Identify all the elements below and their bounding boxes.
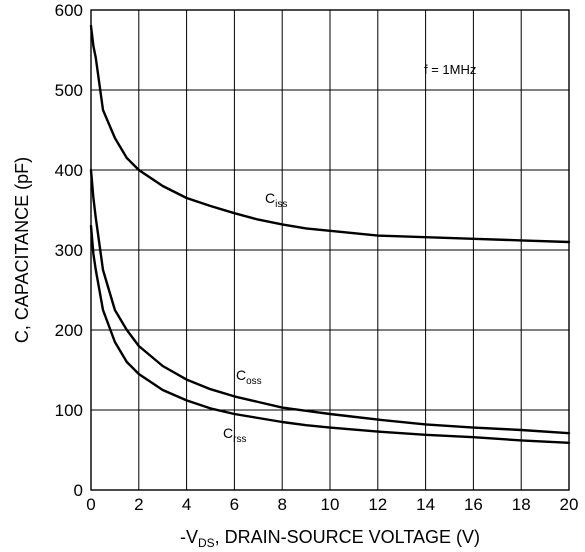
x-tick-label: 14 [416, 495, 435, 514]
coss-label: Coss [236, 367, 262, 387]
grid [91, 10, 569, 490]
y-tick-label: 600 [55, 1, 83, 20]
x-tick-labels: 0 2 4 6 8 10 12 14 16 18 20 [86, 495, 578, 514]
y-tick-label: 400 [55, 161, 83, 180]
plot-frame [90, 9, 570, 491]
y-tick-labels: 0 100 200 300 400 500 600 [55, 1, 83, 500]
ciss-label-base: C [265, 190, 275, 206]
x-tick-label: 4 [182, 495, 191, 514]
coss-label-base: C [236, 367, 246, 383]
x-tick-label: 2 [134, 495, 143, 514]
y-axis-label: C, CAPACITANCE (pF) [12, 157, 32, 343]
x-tick-label: 16 [464, 495, 483, 514]
x-tick-label: 20 [560, 495, 579, 514]
crss-label-base: C [223, 425, 233, 441]
x-axis-label-sub: DS [198, 536, 215, 550]
x-tick-label: 6 [230, 495, 239, 514]
x-axis-label-rest: , DRAIN-SOURCE VOLTAGE (V) [215, 527, 480, 547]
crss-label: Crss [223, 425, 246, 445]
x-tick-label: 10 [321, 495, 340, 514]
x-axis-label-prefix: -V [180, 527, 198, 547]
x-tick-label: 18 [512, 495, 531, 514]
series-c-oss [89, 168, 571, 435]
y-tick-label: 0 [74, 481, 83, 500]
crss-label-sub: rss [233, 434, 246, 445]
x-tick-label: 8 [277, 495, 286, 514]
y-tick-label: 500 [55, 81, 83, 100]
series-c-rss [89, 224, 571, 444]
x-tick-label: 12 [368, 495, 387, 514]
x-tick-label: 0 [86, 495, 95, 514]
ciss-label-sub: iss [275, 199, 287, 210]
x-axis-label: -VDS, DRAIN-SOURCE VOLTAGE (V) [180, 527, 480, 550]
coss-label-sub: oss [246, 376, 262, 387]
frequency-annotation: f = 1MHz [424, 62, 476, 77]
series-layer [89, 24, 571, 444]
y-tick-label: 100 [55, 401, 83, 420]
series-c-iss [89, 24, 571, 244]
y-tick-label: 200 [55, 321, 83, 340]
ciss-label: Ciss [265, 190, 287, 210]
y-tick-label: 300 [55, 241, 83, 260]
